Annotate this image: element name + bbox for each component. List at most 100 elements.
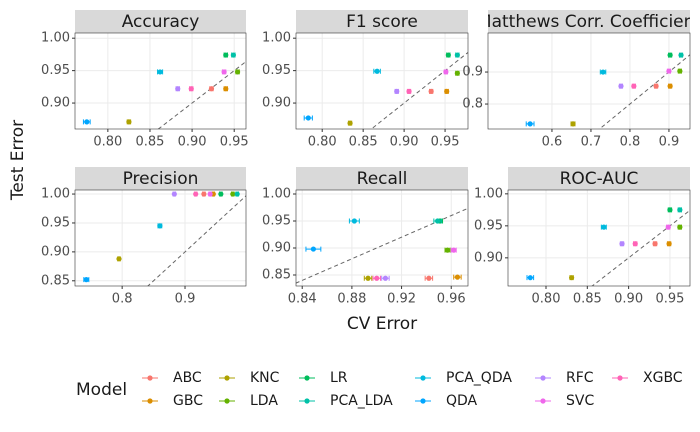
y-tick-label: 0.90 — [474, 250, 503, 265]
y-tick-label: 0.95 — [474, 218, 503, 233]
legend-label: ABC — [173, 370, 202, 386]
point — [207, 191, 213, 197]
strip-title: Accuracy — [122, 12, 200, 32]
panel-content — [75, 33, 246, 129]
diagonal-reference — [296, 207, 468, 284]
point — [157, 223, 163, 229]
point — [652, 241, 658, 247]
panel-content — [296, 33, 468, 129]
legend-key — [540, 398, 546, 404]
y-tick-label: 0.8 — [462, 97, 483, 112]
legend-key — [617, 375, 623, 381]
panel-content — [296, 190, 468, 286]
point — [406, 88, 412, 94]
legend-key — [420, 398, 426, 404]
legend-key — [147, 375, 153, 381]
x-tick-label: 0.95 — [431, 135, 460, 150]
point — [569, 275, 575, 281]
diagonal-reference — [147, 195, 246, 286]
panel-border — [74, 32, 247, 130]
point — [193, 191, 199, 197]
point — [394, 88, 400, 94]
x-tick-label: 0.80 — [93, 135, 122, 150]
strip-title: Precision — [123, 169, 199, 189]
panel-border — [487, 32, 691, 130]
y-tick-label: 0.90 — [262, 240, 291, 255]
x-tick-label: 0.80 — [308, 135, 337, 150]
y-tick-label: 1.00 — [41, 31, 70, 46]
x-tick-label: 0.85 — [349, 135, 378, 150]
x-tick-label: 0.90 — [390, 135, 419, 150]
legend-label: PCA_QDA — [446, 370, 512, 386]
panel-content — [508, 190, 690, 286]
point — [454, 274, 461, 280]
point — [84, 119, 90, 125]
y-tick-label: 0.90 — [41, 244, 70, 259]
point — [218, 191, 224, 197]
point — [444, 247, 451, 253]
point — [234, 69, 241, 75]
legend-label: KNC — [250, 370, 280, 386]
legend-label: RFC — [566, 370, 594, 386]
legend-label: PCA_LDA — [330, 393, 393, 409]
strip — [75, 10, 246, 33]
x-tick-label: 0.9 — [175, 292, 196, 307]
point — [678, 52, 684, 58]
y-tick-label: 0.9 — [462, 65, 483, 80]
x-tick-label: 0.96 — [437, 292, 466, 307]
diagonal-reference — [591, 209, 690, 286]
x-tick-label: 0.90 — [178, 135, 207, 150]
point — [451, 247, 457, 253]
point — [223, 86, 229, 92]
strip-title: F1 score — [346, 12, 418, 32]
point — [677, 224, 683, 230]
legend-key — [420, 375, 426, 381]
point — [619, 241, 625, 247]
strip — [296, 167, 468, 190]
strip-title: ROC-AUC — [560, 169, 639, 189]
y-tick-label: 1.00 — [262, 31, 291, 46]
y-tick-label: 0.90 — [41, 96, 70, 111]
x-tick-label: 0.84 — [288, 292, 317, 307]
y-tick-label: 0.95 — [262, 213, 291, 228]
x-tick-label: 0.8 — [112, 292, 133, 307]
point — [570, 121, 576, 127]
y-axis-label: Test Error — [8, 120, 28, 201]
y-tick-label: 0.95 — [41, 215, 70, 230]
x-tick-label: 0.8 — [620, 135, 641, 150]
point — [631, 83, 637, 89]
point — [365, 275, 371, 281]
point — [223, 52, 229, 58]
y-tick-label: 0.85 — [41, 273, 70, 288]
x-tick-label: 0.88 — [337, 292, 366, 307]
legend-key — [304, 398, 310, 404]
strip — [296, 10, 468, 33]
point — [374, 68, 380, 74]
point — [221, 69, 227, 75]
legend-label: XGBC — [643, 370, 683, 386]
legend-label: LDA — [250, 393, 278, 409]
panel — [488, 33, 690, 129]
point — [230, 52, 236, 58]
panel-content — [75, 190, 246, 286]
point — [382, 275, 389, 281]
legend-title: Model — [76, 380, 127, 400]
point — [428, 88, 434, 94]
y-tick-label: 0.90 — [262, 96, 291, 111]
x-tick-label: 0.85 — [573, 292, 602, 307]
panel — [296, 190, 468, 286]
point — [310, 246, 316, 252]
point — [434, 218, 441, 224]
point — [677, 68, 683, 74]
point — [454, 70, 460, 76]
strip — [508, 167, 690, 190]
y-tick-label: 0.95 — [262, 63, 291, 78]
point — [454, 52, 460, 58]
point — [126, 119, 132, 125]
point — [601, 224, 607, 230]
x-tick-label: 0.85 — [135, 135, 164, 150]
point — [527, 275, 533, 281]
legend-label: GBC — [173, 393, 203, 409]
x-tick-label: 0.6 — [542, 135, 563, 150]
point — [230, 191, 236, 197]
